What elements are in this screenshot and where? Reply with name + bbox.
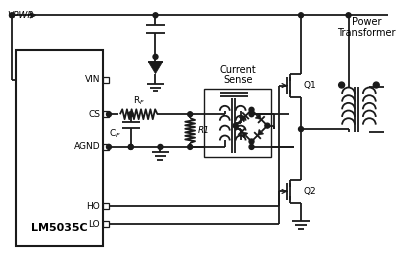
Circle shape: [153, 54, 158, 59]
Circle shape: [299, 127, 303, 132]
Bar: [16, 50, 103, 246]
Circle shape: [188, 144, 193, 149]
Circle shape: [188, 112, 193, 117]
Bar: [103, 77, 109, 83]
Polygon shape: [148, 62, 163, 74]
Text: LM5035C: LM5035C: [31, 223, 88, 233]
Circle shape: [106, 144, 111, 149]
Text: Q1: Q1: [303, 81, 316, 90]
Text: Power: Power: [352, 17, 381, 27]
Circle shape: [153, 13, 158, 18]
Bar: [103, 203, 109, 209]
Polygon shape: [255, 114, 261, 120]
Circle shape: [249, 107, 254, 112]
Text: AGND: AGND: [74, 142, 100, 152]
Text: Current: Current: [219, 65, 256, 75]
Bar: [204, 89, 271, 157]
Text: C$_F$: C$_F$: [109, 127, 121, 140]
Text: HO: HO: [86, 202, 100, 211]
Circle shape: [339, 82, 344, 88]
Text: LO: LO: [88, 220, 100, 229]
Circle shape: [233, 123, 238, 128]
Circle shape: [128, 144, 133, 149]
Circle shape: [106, 112, 111, 117]
Bar: [103, 144, 109, 150]
Text: R1: R1: [198, 126, 210, 135]
Circle shape: [249, 144, 254, 149]
Text: Q2: Q2: [303, 187, 316, 196]
Text: R$_F$: R$_F$: [133, 95, 145, 107]
Polygon shape: [258, 129, 264, 135]
Circle shape: [346, 13, 351, 18]
Circle shape: [249, 112, 254, 117]
Bar: [103, 111, 109, 117]
Polygon shape: [239, 116, 245, 122]
Circle shape: [249, 139, 254, 144]
Text: CS: CS: [88, 110, 100, 119]
Text: VIN: VIN: [85, 75, 100, 84]
Circle shape: [299, 13, 303, 18]
Polygon shape: [242, 132, 248, 138]
Circle shape: [265, 123, 270, 128]
Bar: [103, 221, 109, 227]
Circle shape: [9, 13, 14, 18]
Text: Sense: Sense: [223, 75, 252, 84]
Text: Transformer: Transformer: [337, 28, 396, 38]
Circle shape: [128, 144, 133, 149]
Text: VPWR: VPWR: [7, 11, 34, 20]
Circle shape: [128, 112, 133, 117]
Circle shape: [158, 144, 163, 149]
Circle shape: [373, 82, 379, 88]
